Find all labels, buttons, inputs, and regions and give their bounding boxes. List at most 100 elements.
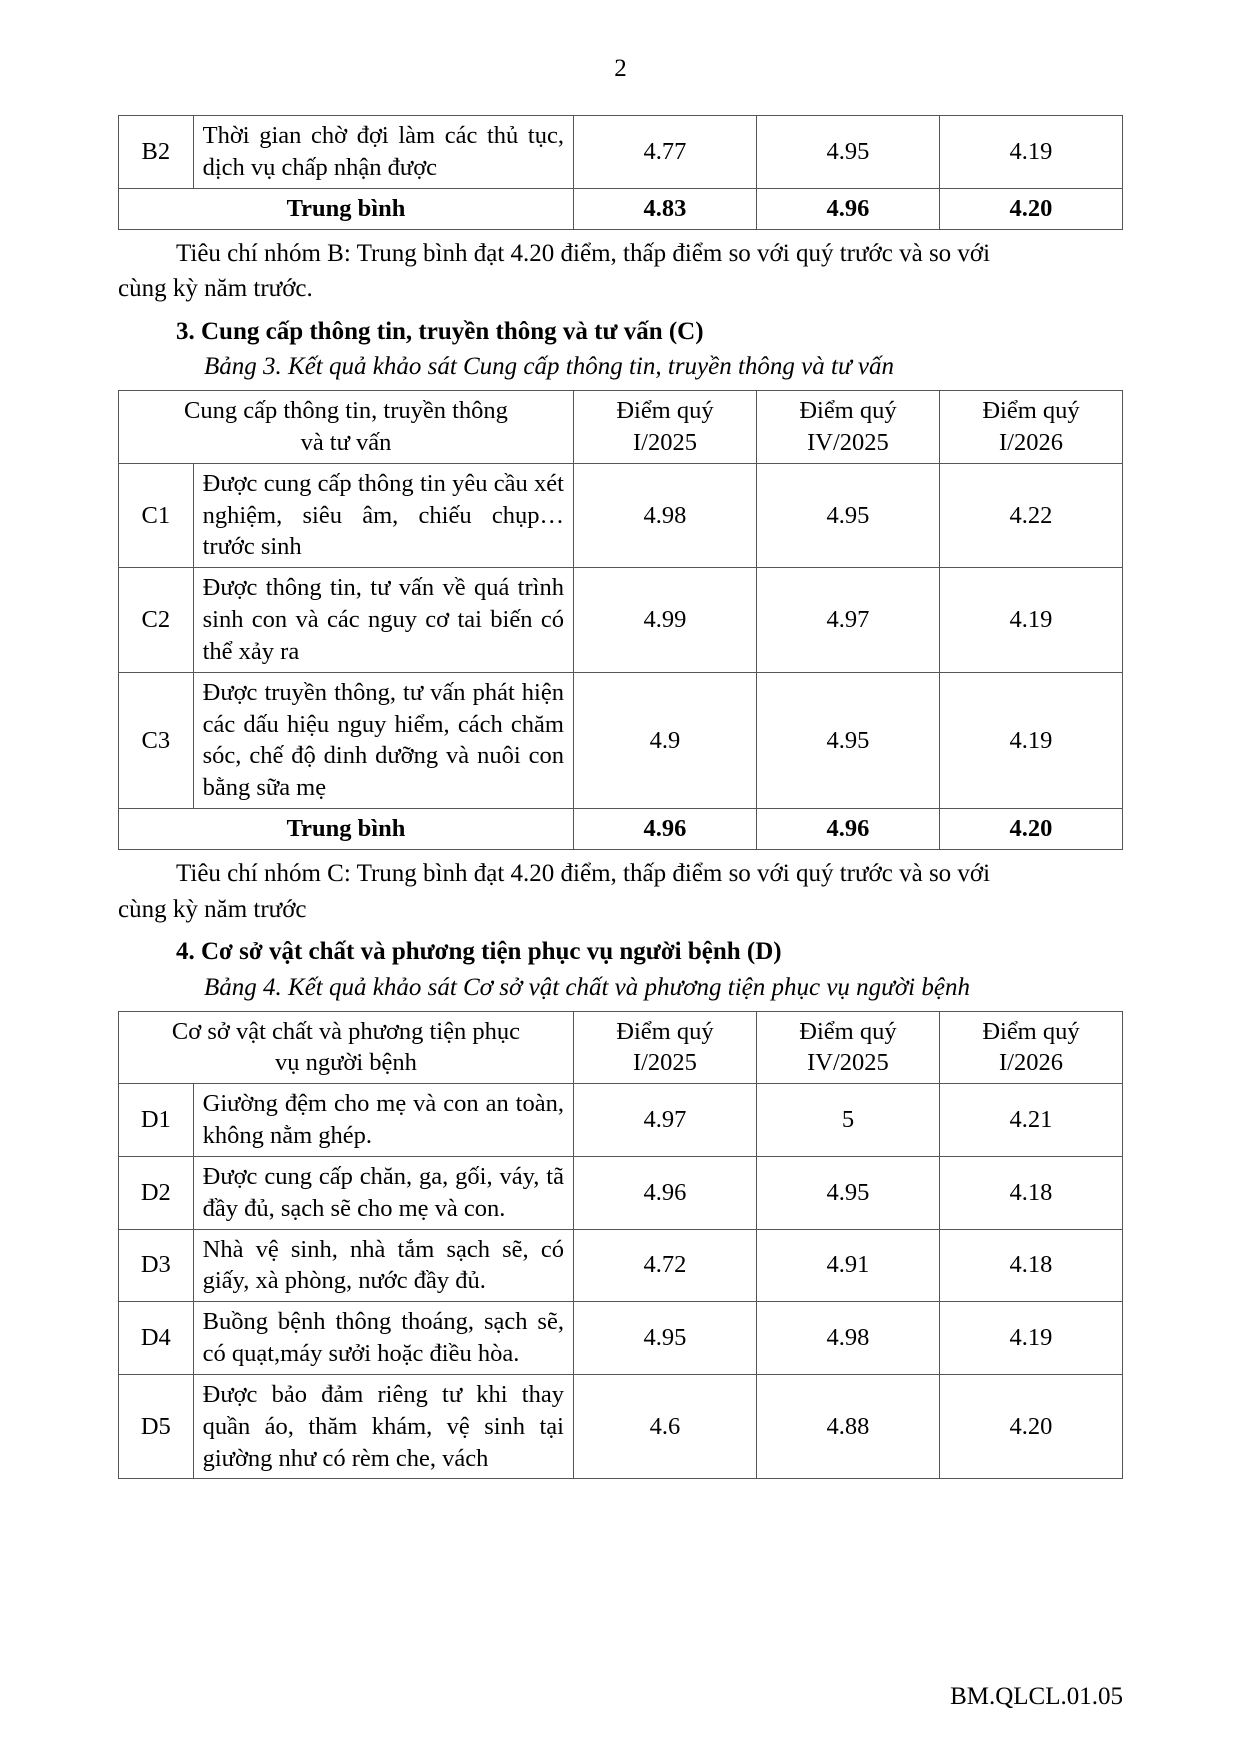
note-group-c-line1: Tiêu chí nhóm C: Trung bình đạt 4.20 điể…: [176, 860, 991, 887]
row-value-q1-2026: 4.21: [938, 1083, 1124, 1157]
header-q1-2025: Điểm quý I/2025: [572, 1010, 757, 1085]
row-value-q1-2026: 4.20: [938, 1373, 1124, 1480]
row-code: D4: [118, 1301, 194, 1375]
table-b-continuation-wrapper: B2 Thời gian chờ đợi làm các thủ tục, dị…: [118, 115, 1124, 230]
row-value-q1-2025: 4.77: [572, 115, 757, 189]
table-c-wrapper: Cung cấp thông tin, truyền thông và tư v…: [118, 390, 1124, 850]
table-row-average: Trung bình 4.96 4.96 4.20: [118, 808, 1124, 850]
header-criteria-d-line2: vụ người bệnh: [275, 1049, 417, 1077]
table-row: B2 Thời gian chờ đợi làm các thủ tục, dị…: [118, 115, 1124, 189]
row-value-q1-2026: 4.19: [938, 1301, 1124, 1375]
row-code: D3: [118, 1228, 194, 1303]
note-group-b-line1: Tiêu chí nhóm B: Trung bình đạt 4.20 điể…: [176, 239, 991, 267]
row-code: C3: [118, 671, 194, 810]
table-row: C2 Được thông tin, tư vấn về quá trình s…: [118, 567, 1124, 673]
table-b-continuation: B2 Thời gian chờ đợi làm các thủ tục, dị…: [118, 115, 1124, 230]
header-q4-2025-line2: IV/2025: [807, 1049, 889, 1077]
header-q4-2025-line2: IV/2025: [807, 428, 889, 456]
header-q1-2026-line2: I/2026: [999, 428, 1063, 456]
row-description: Được cung cấp chăn, ga, gối, váy, tã đầy…: [192, 1155, 574, 1230]
row-code: D1: [118, 1083, 194, 1157]
table-row: D5 Được bảo đảm riêng tư khi thay quần á…: [118, 1373, 1124, 1480]
table-d-wrapper: Cơ sở vật chất và phương tiện phục vụ ng…: [118, 1010, 1124, 1480]
row-value-q4-2025: 4.95: [755, 671, 940, 810]
row-value-q4-2025: 4.95: [755, 462, 940, 569]
row-value-q4-2025: 4.97: [755, 567, 940, 673]
row-code: D5: [118, 1373, 194, 1480]
row-description: Được truyền thông, tư vấn phát hiện các …: [192, 671, 574, 810]
note-group-c-line2: cùng kỳ năm trước: [118, 895, 307, 923]
row-code: C2: [118, 567, 194, 673]
row-description: Nhà vệ sinh, nhà tắm sạch sẽ, có giấy, x…: [192, 1228, 574, 1303]
table-c: Cung cấp thông tin, truyền thông và tư v…: [118, 390, 1124, 850]
table-d: Cơ sở vật chất và phương tiện phục vụ ng…: [118, 1010, 1124, 1480]
header-q1-2025-line1: Điểm quý: [616, 1017, 714, 1045]
row-description: Giường đệm cho mẹ và con an toàn, không …: [192, 1083, 574, 1157]
table-header-row: Cung cấp thông tin, truyền thông và tư v…: [118, 390, 1124, 464]
row-value-q4-2025: 5: [755, 1083, 940, 1157]
average-label: Trung bình: [118, 808, 574, 850]
header-q1-2026-line2: I/2026: [998, 1049, 1063, 1077]
table-row-average: Trung bình 4.83 4.96 4.20: [118, 187, 1124, 230]
row-value-q4-2025: 4.95: [755, 115, 940, 189]
header-q1-2025-line1: Điểm quý: [616, 397, 714, 425]
table-caption-4: Bảng 4. Kết quả khảo sát Cơ sở vật chất …: [204, 973, 970, 1001]
header-criteria-d-line1: Cơ sở vật chất và phương tiện phục: [171, 1017, 521, 1045]
row-value-q1-2025: 4.6: [572, 1373, 757, 1480]
section-heading-d: 4. Cơ sở vật chất và phương tiện phục vụ…: [176, 938, 782, 965]
row-value-q1-2026: 4.19: [938, 567, 1124, 673]
average-value-q4-2025: 4.96: [755, 187, 940, 230]
average-label: Trung bình: [118, 187, 574, 230]
average-value-q1-2025: 4.96: [572, 808, 757, 850]
row-value-q1-2026: 4.22: [938, 462, 1124, 569]
row-value-q1-2026: 4.19: [938, 671, 1124, 810]
table-row: D2 Được cung cấp chăn, ga, gối, váy, tã …: [118, 1155, 1124, 1230]
row-value-q1-2025: 4.95: [572, 1301, 757, 1375]
row-value-q4-2025: 4.98: [755, 1301, 940, 1375]
header-q4-2025-line1: Điểm quý: [799, 397, 897, 425]
row-value-q1-2025: 4.99: [572, 567, 757, 673]
row-description: Buồng bệnh thông thoáng, sạch sẽ, có quạ…: [192, 1301, 574, 1375]
header-q4-2025: Điểm quý IV/2025: [755, 390, 940, 464]
row-value-q1-2025: 4.9: [572, 671, 757, 810]
average-value-q1-2026: 4.20: [938, 187, 1124, 230]
row-description: Được thông tin, tư vấn về quá trình sinh…: [192, 567, 574, 673]
header-criteria-c-line1: Cung cấp thông tin, truyền thông: [184, 397, 508, 425]
header-q4-2025: Điểm quý IV/2025: [755, 1010, 940, 1085]
row-description: Được cung cấp thông tin yêu cầu xét nghi…: [192, 462, 574, 569]
header-q1-2026-line1: Điểm quý: [982, 397, 1080, 425]
table-row: C3 Được truyền thông, tư vấn phát hiện c…: [118, 671, 1124, 810]
average-value-q1-2026: 4.20: [938, 808, 1124, 850]
table-row: C1 Được cung cấp thông tin yêu cầu xét n…: [118, 462, 1124, 569]
header-q1-2025-line2: I/2025: [632, 428, 697, 456]
header-q1-2026: Điểm quý I/2026: [938, 1010, 1124, 1085]
row-description: Thời gian chờ đợi làm các thủ tục, dịch …: [192, 115, 574, 189]
table-row: D3 Nhà vệ sinh, nhà tắm sạch sẽ, có giấy…: [118, 1228, 1124, 1303]
header-criteria-c-line2: và tư vấn: [300, 428, 392, 456]
header-criteria-d: Cơ sở vật chất và phương tiện phục vụ ng…: [118, 1010, 574, 1085]
row-value-q1-2025: 4.96: [572, 1155, 757, 1230]
header-q1-2026: Điểm quý I/2026: [938, 390, 1124, 464]
header-criteria-c: Cung cấp thông tin, truyền thông và tư v…: [118, 390, 574, 464]
section-heading-c: 3. Cung cấp thông tin, truyền thông và t…: [176, 317, 704, 345]
header-q4-2025-line1: Điểm quý: [799, 1017, 897, 1045]
average-value-q4-2025: 4.96: [755, 808, 940, 850]
average-value-q1-2025: 4.83: [572, 187, 757, 230]
page-number: 2: [614, 55, 627, 82]
note-group-b-line2: cùng kỳ năm trước.: [118, 275, 313, 303]
table-header-row: Cơ sở vật chất và phương tiện phục vụ ng…: [118, 1010, 1124, 1085]
row-value-q1-2025: 4.72: [572, 1228, 757, 1303]
document-footer-code: BM.QLCL.01.05: [950, 1683, 1123, 1710]
row-value-q4-2025: 4.88: [755, 1373, 940, 1480]
table-caption-3: Bảng 3. Kết quả khảo sát Cung cấp thông …: [204, 353, 894, 381]
table-row: D1 Giường đệm cho mẹ và con an toàn, khô…: [118, 1083, 1124, 1157]
table-row: D4 Buồng bệnh thông thoáng, sạch sẽ, có …: [118, 1301, 1124, 1375]
row-value-q1-2026: 4.18: [938, 1155, 1124, 1230]
row-value-q1-2025: 4.98: [572, 462, 757, 569]
row-description: Được bảo đảm riêng tư khi thay quần áo, …: [192, 1373, 574, 1480]
row-value-q1-2026: 4.19: [938, 115, 1124, 189]
header-q1-2025-line2: I/2025: [632, 1049, 697, 1077]
row-value-q1-2026: 4.18: [938, 1228, 1124, 1303]
row-value-q4-2025: 4.91: [755, 1228, 940, 1303]
